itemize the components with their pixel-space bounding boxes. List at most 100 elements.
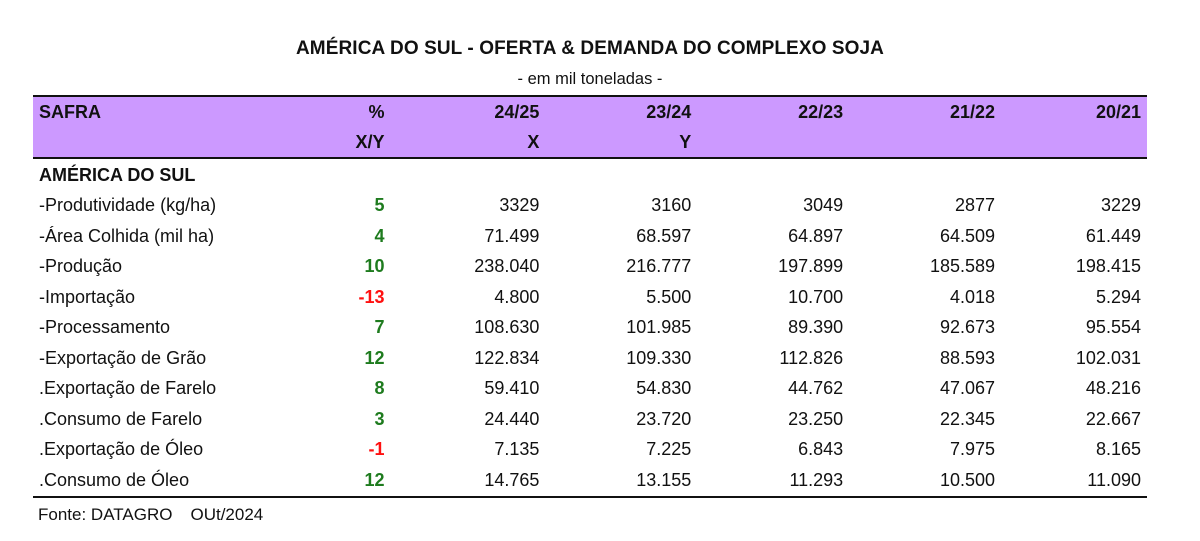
row-value: 23.720 <box>636 408 692 429</box>
date-label: OUt/2024 <box>190 505 264 524</box>
row-value: 7.225 <box>646 439 692 460</box>
table-header: SAFRA % 24/25 23/24 22/23 21/22 20/21 X/… <box>33 97 1147 159</box>
row-value: 22.667 <box>1085 408 1141 429</box>
row-value: 198.415 <box>1075 256 1141 277</box>
row-value: 4.018 <box>950 286 996 307</box>
row-value: 92.673 <box>939 317 996 338</box>
header-2122: 21/22 <box>950 101 996 122</box>
row-value: 13.155 <box>636 469 692 490</box>
row-value: 3160 <box>651 195 692 216</box>
row-label: -Importação <box>39 286 136 307</box>
row-value: 10.700 <box>788 286 844 307</box>
table-subtitle: - em mil toneladas - <box>517 70 663 88</box>
header-row-1: SAFRA % 24/25 23/24 22/23 21/22 20/21 <box>33 97 1147 127</box>
row-value: 109.330 <box>626 347 692 368</box>
table-row: .Exportação de Óleo -1 7.135 7.225 6.843 7.97… <box>33 435 1147 466</box>
table-row: -Área Colhida (mil ha) 4 71.499 68.597 64.89… <box>33 221 1147 252</box>
row-value: 44.762 <box>788 378 844 399</box>
row-value: 5.500 <box>646 286 692 307</box>
row-value: 238.040 <box>474 256 540 277</box>
row-label: .Consumo de Farelo <box>39 408 203 429</box>
row-value: 4.800 <box>494 286 540 307</box>
row-value: 88.593 <box>939 347 996 368</box>
row-value: 7.975 <box>950 439 996 460</box>
row-label: -Produtividade (kg/ha) <box>39 195 217 216</box>
row-value: 7.135 <box>494 439 540 460</box>
row-value: 59.410 <box>484 378 540 399</box>
header-2425: 24/25 <box>494 101 540 122</box>
table-row: -Produtividade (kg/ha) 5 3329 3160 3049 2877 3… <box>33 191 1147 222</box>
row-pct-change: 10 <box>364 256 385 277</box>
row-value: 197.899 <box>778 256 844 277</box>
row-value: 6.843 <box>798 439 844 460</box>
row-value: 68.597 <box>636 225 692 246</box>
data-rows: -Produtividade (kg/ha) 5 3329 3160 3049 2877 3… <box>33 191 1147 496</box>
row-value: 61.449 <box>1085 225 1141 246</box>
row-pct-change: -1 <box>368 439 385 460</box>
row-value: 5.294 <box>1095 286 1141 307</box>
table-row: .Exportação de Farelo 8 59.410 54.830 44.762… <box>33 374 1147 405</box>
row-value: 23.250 <box>788 408 844 429</box>
row-value: 64.509 <box>939 225 996 246</box>
table-row: -Processamento 7 108.630 101.985 89.390 92.67… <box>33 313 1147 344</box>
row-label: -Produção <box>39 256 123 277</box>
row-value: 11.090 <box>1087 469 1141 490</box>
header-2223: 22/23 <box>798 101 844 122</box>
section-label: AMÉRICA DO SUL <box>39 164 196 185</box>
row-label: -Processamento <box>39 317 171 338</box>
row-value: 24.440 <box>484 408 540 429</box>
table-row: .Consumo de Óleo 12 14.765 13.155 11.293 10.5… <box>33 465 1147 496</box>
table-row: .Consumo de Farelo 3 24.440 23.720 23.250 22.… <box>33 404 1147 435</box>
row-label: -Exportação de Grão <box>39 347 207 368</box>
row-pct-change: 3 <box>374 408 385 429</box>
supply-demand-table: SAFRA % 24/25 23/24 22/23 21/22 20/21 X/… <box>33 95 1147 498</box>
row-value: 71.499 <box>484 225 540 246</box>
row-label: .Consumo de Óleo <box>39 469 190 490</box>
row-pct-change: 7 <box>374 317 385 338</box>
row-value: 2877 <box>955 195 996 216</box>
header-row-2: X/Y X Y <box>33 127 1147 157</box>
row-value: 3329 <box>499 195 540 216</box>
row-value: 89.390 <box>788 317 844 338</box>
header-2324: 23/24 <box>646 101 692 122</box>
row-pct-change: 12 <box>364 347 385 368</box>
row-value: 48.216 <box>1085 378 1141 399</box>
row-pct-change: 8 <box>374 378 385 399</box>
header-y: Y <box>679 131 692 152</box>
row-value: 216.777 <box>626 256 692 277</box>
header-xy: X/Y <box>355 131 385 152</box>
row-value: 185.589 <box>929 256 996 277</box>
row-value: 22.345 <box>939 408 996 429</box>
row-value: 3229 <box>1100 195 1141 216</box>
row-pct-change: 4 <box>374 225 385 246</box>
row-value: 122.834 <box>474 347 540 368</box>
row-value: 8.165 <box>1095 439 1141 460</box>
row-value: 14.765 <box>484 469 540 490</box>
row-label: .Exportação de Farelo <box>39 378 217 399</box>
row-pct-change: -13 <box>358 286 385 307</box>
row-value: 47.067 <box>939 378 996 399</box>
row-pct-change: 12 <box>364 469 385 490</box>
row-value: 102.031 <box>1075 347 1141 368</box>
row-value: 101.985 <box>626 317 692 338</box>
row-label: -Área Colhida (mil ha) <box>39 225 215 246</box>
table-footer: Fonte: DATAGRO OUt/2024 <box>38 505 263 525</box>
table-body: AMÉRICA DO SUL -Produtividade (kg/ha) 5 33… <box>33 159 1147 496</box>
table-row: -Produção 10 238.040 216.777 197.899 185.589 1… <box>33 252 1147 283</box>
row-value: 3049 <box>803 195 844 216</box>
table-row: -Exportação de Grão 12 122.834 109.330 112.8… <box>33 343 1147 374</box>
table-title: AMÉRICA DO SUL - OFERTA & DEMANDA DO COM… <box>295 38 885 59</box>
row-value: 108.630 <box>474 317 540 338</box>
source-label: Fonte: DATAGRO <box>38 505 173 524</box>
row-value: 54.830 <box>636 378 692 399</box>
row-value: 11.293 <box>789 469 844 490</box>
row-pct-change: 5 <box>374 195 385 216</box>
row-value: 64.897 <box>788 225 844 246</box>
header-pct: % <box>368 101 385 122</box>
row-value: 95.554 <box>1085 317 1141 338</box>
row-value: 112.826 <box>779 347 844 368</box>
row-label: .Exportação de Óleo <box>39 439 204 460</box>
header-safra: SAFRA <box>39 101 101 122</box>
row-value: 10.500 <box>939 469 996 490</box>
header-2021: 20/21 <box>1095 101 1141 122</box>
